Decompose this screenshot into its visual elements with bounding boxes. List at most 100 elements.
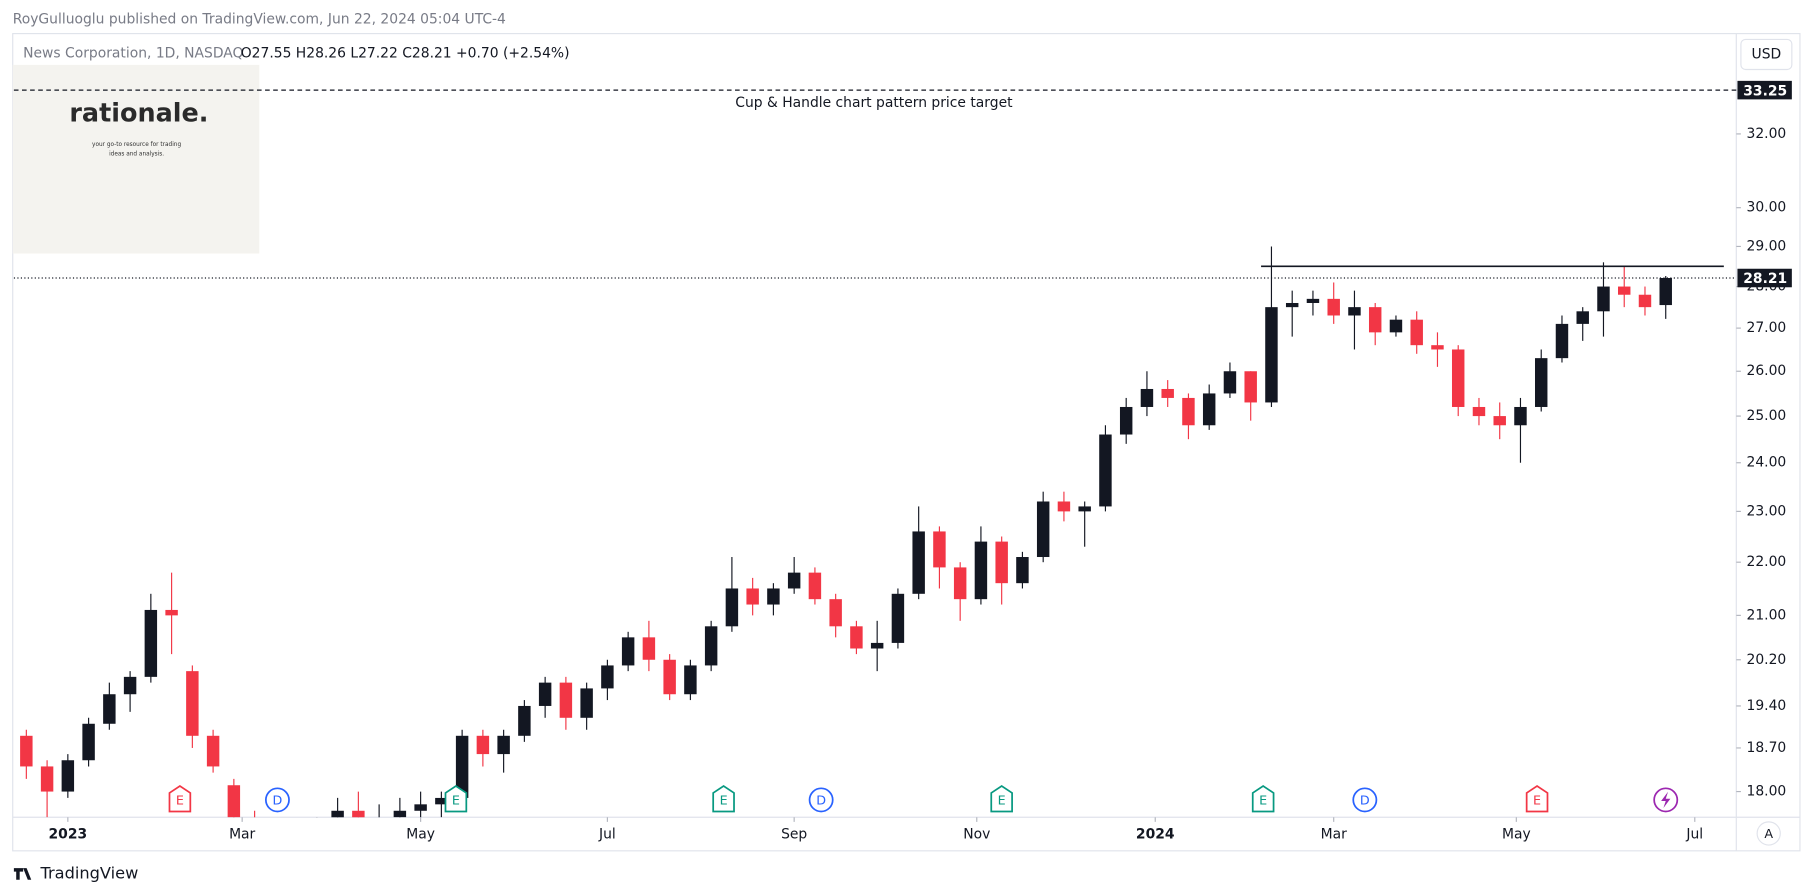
plot [20,246,1672,851]
candle-body [1431,345,1444,350]
event-label: E [452,794,460,809]
auto-scale-button[interactable] [1756,821,1781,846]
target-text: Cup & Handle chart pattern price target [735,95,1013,111]
event-icon [168,784,192,813]
currency-label[interactable]: USD [1752,46,1782,62]
candle-body [663,659,676,695]
target-tag-label: 33.25 [1743,83,1787,99]
candle-body [186,671,199,736]
y-tick-label: 27.00 [1747,320,1787,336]
x-tick-label: May [406,827,435,843]
brand: TradingView [40,863,139,882]
logo-tagline: your go-to resource for trading [92,142,181,148]
candle-body [393,810,407,818]
candle-body [1659,278,1672,306]
event-label: E [176,794,184,809]
candle-body [1202,393,1216,426]
event-icon [1352,787,1378,813]
candle-body [1451,349,1465,407]
currency-button[interactable] [1740,38,1793,71]
x-tick-label: Jul [598,827,616,843]
candle-body [912,531,925,594]
candle-body [704,626,718,666]
candle-body [435,797,448,805]
event-icon [1525,784,1549,813]
candle-body [269,837,281,844]
last-price-label: 28.21 [1743,271,1787,287]
candle-body [476,735,490,755]
x-tick-label: Sep [781,827,807,843]
event-label: D [273,794,283,809]
candle-body [1099,434,1112,507]
candle-body [1493,416,1506,426]
candle-body [497,735,510,755]
candle-body [290,844,302,851]
candle-body [1016,557,1029,584]
candle-body [311,830,323,850]
candle-body [1057,501,1071,512]
auto-scale-label[interactable]: A [1764,827,1773,842]
x-tick-label: Mar [1321,827,1347,843]
candle-body [372,817,386,818]
event-icon [990,784,1013,813]
candle-body [123,676,137,695]
candle-body [995,541,1008,584]
x-tick-label: Nov [963,827,990,843]
event-label: E [998,794,1006,809]
candle-body [1306,298,1320,303]
candle-body [20,735,33,767]
y-tick-label: 32.00 [1747,126,1787,142]
candle-body [808,572,822,600]
candle-body [331,810,344,818]
candle-body [1638,294,1652,308]
event-label: E [1259,794,1267,809]
candle-body [1244,371,1257,403]
x-tick-label: 2024 [1136,827,1175,843]
candle-body [1223,371,1237,394]
candle-body [82,723,95,761]
candle-body [455,735,469,798]
brand-logo [13,868,32,880]
candle-body [61,760,75,792]
y-tick-label: 23.00 [1747,503,1787,519]
candle-body [1472,406,1486,417]
candle-body [165,609,178,616]
y-tick-label: 19.40 [1747,698,1787,714]
candle-body [1265,307,1278,403]
y-tick-label: 24.00 [1747,455,1787,471]
x-tick-label: 2023 [49,827,88,843]
candle-body [1327,298,1340,316]
event-label: D [816,794,826,809]
candle-body [1285,302,1299,308]
candle-body [1036,501,1050,558]
candle-body [1389,319,1403,333]
logo-name: rationale. [69,99,208,129]
y-tick-label: 26.00 [1747,363,1787,379]
candle-body [1348,307,1361,316]
publisher: RoyGulluoglu published on TradingView.co… [13,12,506,28]
candle-body [1410,319,1423,346]
candle-body [601,665,614,689]
news-bolt [1661,791,1671,808]
y-tick-label: 18.70 [1747,740,1787,756]
candle-body [870,642,884,649]
event-icon [808,787,834,813]
candle-body [352,810,365,818]
x-tick-label: May [1502,827,1531,843]
candle-body [227,785,241,818]
candle-body [1555,323,1569,359]
y-tick-label: 25.00 [1747,408,1787,424]
event-label: E [720,794,728,809]
y-tick-label: 29.00 [1747,238,1787,254]
event-icon [264,787,290,813]
candle-body [1161,388,1174,398]
candle-body [40,766,54,792]
candle-body [518,705,531,736]
logo-box [12,64,260,254]
candle-body [725,588,739,627]
candle-body [933,531,946,568]
candle-body [559,682,573,718]
candle-body [144,609,158,677]
logo-tagline: ideas and analysis. [109,151,164,157]
